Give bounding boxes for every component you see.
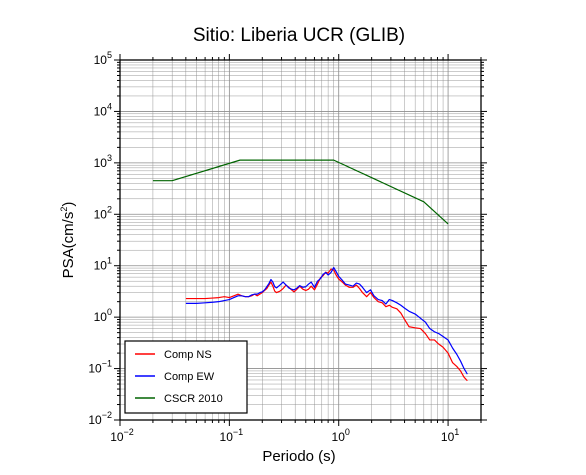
y-tick-label: 105 (94, 50, 112, 67)
legend-label-comp-ns: Comp NS (164, 349, 212, 361)
y-tick-label: 104 (94, 101, 112, 118)
y-tick-label: 100 (94, 307, 112, 324)
series-line-comp-ew (185, 266, 468, 375)
x-tick-label: 10−1 (220, 427, 244, 444)
series-lines (152, 159, 468, 382)
y-axis-label: PSA(cm/s2) (59, 202, 77, 279)
y-axis-label-base: PSA(cm/s (60, 212, 77, 279)
series-line-cscr-2010 (152, 159, 449, 225)
plot-grid (119, 59, 482, 421)
axis-ticks (114, 54, 487, 426)
y-tick-label: 102 (94, 204, 112, 221)
x-axis-label: Periodo (s) (262, 448, 335, 465)
y-axis-label-end: ) (60, 202, 77, 207)
legend-label-cscr-2010: CSCR 2010 (164, 393, 223, 405)
x-tick-label: 10−2 (110, 427, 134, 444)
legend-box (124, 340, 248, 414)
x-tick-label: 101 (441, 427, 459, 444)
y-tick-label: 10−1 (88, 359, 112, 376)
plot-frame (119, 59, 482, 421)
y-axis-label-sup: 2 (59, 207, 69, 212)
x-tick-label: 100 (332, 427, 350, 444)
legend: Comp NS Comp EW CSCR 2010 (124, 340, 248, 414)
chart-title: Sitio: Liberia UCR (GLIB) (193, 25, 405, 46)
y-tick-label: 10−2 (88, 410, 112, 427)
tick-labels: 10−2 10−1 100 101 10−2 10−1 100 101 102 103 104 105 (88, 50, 459, 444)
y-tick-label: 101 (94, 256, 112, 273)
legend-label-comp-ew: Comp EW (164, 371, 215, 383)
y-tick-label: 103 (94, 153, 112, 170)
